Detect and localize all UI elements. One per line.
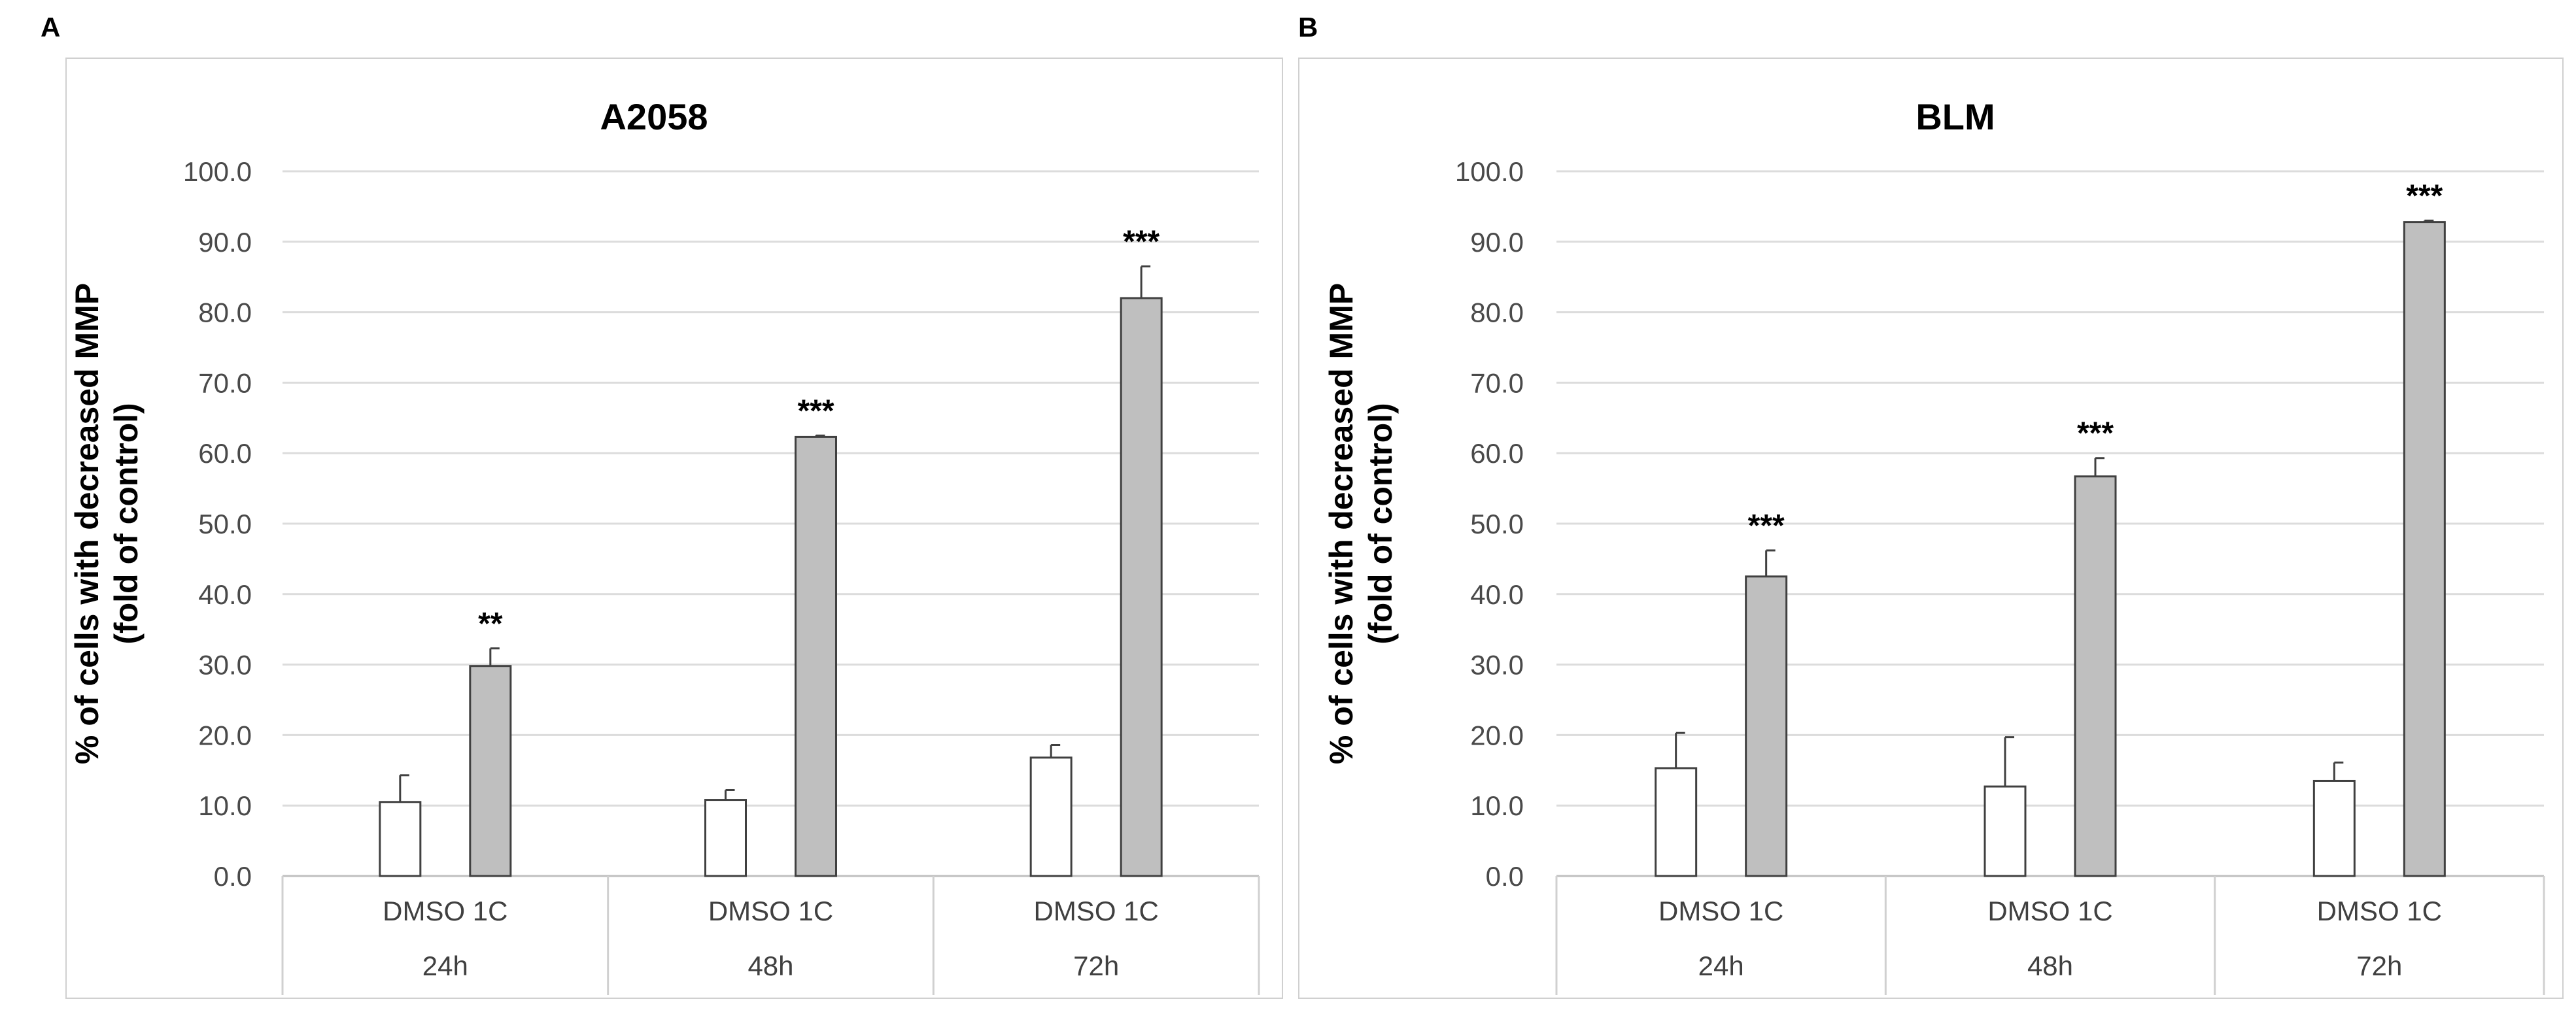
chart-a-ytick: 30.0 xyxy=(198,650,252,681)
chart-a-ytick: 10.0 xyxy=(198,790,252,821)
chart-a-ylabel-line: (fold of control) xyxy=(108,403,145,644)
panel-a-frame xyxy=(65,58,1283,999)
chart-a-series-sublabel: DMSO 1C xyxy=(708,896,833,926)
chart-b-ylabel: % of cells with decreased MMP(fold of co… xyxy=(1323,283,1399,764)
chart-a-ytick: 20.0 xyxy=(198,720,252,750)
chart-b-ytick: 80.0 xyxy=(1470,297,1524,328)
chart-a-bar-dmso xyxy=(1029,756,1073,877)
chart-b-ytick: 100.0 xyxy=(1455,156,1524,187)
chart-a-ytick: 60.0 xyxy=(198,438,252,469)
chart-b-ytick: 20.0 xyxy=(1470,720,1524,750)
chart-b-ytick: 70.0 xyxy=(1470,367,1524,398)
chart-a-group-label: 24h xyxy=(422,951,468,981)
chart-b-significance: *** xyxy=(1748,509,1785,543)
chart-a-bar-dmso xyxy=(379,801,422,877)
chart-a-ytick: 90.0 xyxy=(198,227,252,258)
chart-a-ytick: 70.0 xyxy=(198,367,252,398)
chart-a-ytick: 100.0 xyxy=(183,156,252,187)
chart-b-group-label: 24h xyxy=(1698,951,1744,981)
chart-b-ytick: 10.0 xyxy=(1470,790,1524,821)
chart-b-ytick: 0.0 xyxy=(1486,861,1524,892)
chart-b-significance: *** xyxy=(2077,416,2114,451)
chart-a-significance: *** xyxy=(797,394,834,428)
chart-a-bar-1c xyxy=(469,665,512,877)
chart-a-significance: *** xyxy=(1123,225,1159,260)
chart-a-ylabel: % of cells with decreased MMP(fold of co… xyxy=(69,283,145,764)
chart-b-bar-1c xyxy=(2074,475,2117,877)
chart-a-ytick: 50.0 xyxy=(198,509,252,539)
chart-a-ylabel-line: % of cells with decreased MMP xyxy=(69,283,105,764)
chart-a-significance: ** xyxy=(478,607,503,641)
chart-a-series-sublabel: DMSO 1C xyxy=(383,896,507,926)
chart-b-title: BLM xyxy=(1915,96,1995,137)
chart-b-ytick: 50.0 xyxy=(1470,509,1524,539)
chart-b-ytick: 60.0 xyxy=(1470,438,1524,469)
chart-b-bar-dmso xyxy=(1655,767,1698,877)
chart-b-bar-dmso xyxy=(2312,779,2356,877)
chart-b-bar-1c xyxy=(2403,221,2446,877)
chart-a-group-label: 48h xyxy=(747,951,793,981)
chart-a-ytick: 40.0 xyxy=(198,579,252,610)
chart-b-ytick: 90.0 xyxy=(1470,227,1524,258)
chart-a-ytick: 0.0 xyxy=(214,861,252,892)
chart-b-bar-1c xyxy=(1745,575,1788,877)
chart-b-group-label: 72h xyxy=(2356,951,2402,981)
chart-a-group-label: 72h xyxy=(1073,951,1119,981)
chart-b-series-sublabel: DMSO 1C xyxy=(1987,896,2112,926)
chart-b-ylabel-line: (fold of control) xyxy=(1362,403,1399,644)
panel-a-letter: A xyxy=(41,12,61,42)
chart-a-ytick: 80.0 xyxy=(198,297,252,328)
chart-b-ytick: 40.0 xyxy=(1470,579,1524,610)
chart-b-bar-dmso xyxy=(1984,785,2027,877)
chart-b-series-sublabel: DMSO 1C xyxy=(1658,896,1783,926)
chart-a-bar-1c xyxy=(1120,297,1163,877)
chart-a-title: A2058 xyxy=(600,96,708,137)
chart-a-series-sublabel: DMSO 1C xyxy=(1033,896,1158,926)
chart-b-ylabel-line: % of cells with decreased MMP xyxy=(1323,283,1360,764)
panel-b-letter: B xyxy=(1298,12,1318,42)
chart-a-bar-1c xyxy=(795,435,837,877)
chart-b-significance: *** xyxy=(2406,178,2443,213)
chart-b-series-sublabel: DMSO 1C xyxy=(2317,896,2442,926)
chart-a-bar-dmso xyxy=(704,799,747,877)
chart-b-ytick: 30.0 xyxy=(1470,650,1524,681)
chart-b-group-label: 48h xyxy=(2027,951,2073,981)
